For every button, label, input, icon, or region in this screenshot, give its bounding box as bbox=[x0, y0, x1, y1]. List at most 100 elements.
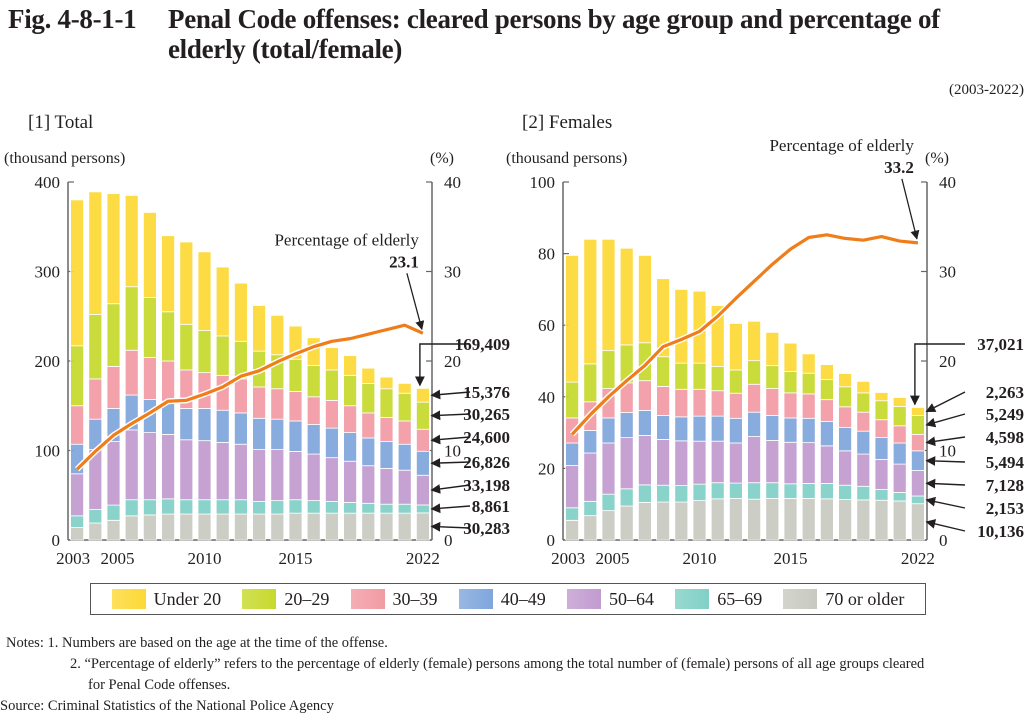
bar-segment bbox=[288, 358, 303, 392]
bar-segment bbox=[874, 400, 889, 421]
bar-segment bbox=[747, 482, 761, 500]
segment-value-label: 30,265 bbox=[463, 405, 510, 424]
bar-segment bbox=[306, 512, 321, 541]
bar-segment bbox=[215, 513, 230, 541]
segment-value-label: 15,376 bbox=[463, 383, 510, 402]
bar-segment bbox=[379, 467, 394, 505]
bar-segment bbox=[892, 425, 907, 444]
bar-segment bbox=[233, 443, 248, 501]
bar-segment bbox=[911, 407, 925, 416]
panel-label-females: [2] Females bbox=[522, 112, 613, 133]
bar-segment bbox=[820, 379, 834, 401]
bar-segment bbox=[710, 482, 725, 500]
bar-segment bbox=[361, 367, 376, 384]
bar-segment bbox=[656, 278, 670, 358]
segment-value-label: 26,826 bbox=[463, 453, 510, 472]
bar-segment bbox=[747, 498, 761, 541]
elderly-value-arrow bbox=[901, 178, 920, 240]
bar-segment bbox=[801, 498, 816, 541]
segment-arrow bbox=[925, 478, 966, 489]
bar-segment bbox=[252, 386, 267, 419]
legend-label: 50–64 bbox=[608, 588, 654, 609]
bar-segment bbox=[638, 435, 652, 486]
elderly-line-label: Percentage of elderly bbox=[769, 136, 914, 155]
bar-segment bbox=[856, 392, 871, 413]
bar-segment bbox=[70, 473, 84, 517]
legend-swatch bbox=[111, 589, 146, 609]
segment-arrow bbox=[430, 484, 471, 494]
segment-arrow bbox=[430, 521, 471, 532]
bar-segment bbox=[252, 449, 267, 502]
segment-arrow bbox=[925, 413, 966, 428]
bar-segment bbox=[88, 522, 103, 541]
legend-label: 65–69 bbox=[717, 588, 763, 609]
bar-segment bbox=[601, 350, 616, 389]
bar-segment bbox=[656, 386, 670, 416]
elderly-value-arrow bbox=[406, 273, 425, 331]
bar-segment bbox=[324, 512, 339, 541]
legend-label: 30–39 bbox=[392, 588, 438, 609]
bar-segment bbox=[252, 513, 267, 541]
bar-segment bbox=[379, 388, 394, 418]
segment-value-label: 5,494 bbox=[986, 453, 1025, 472]
note-2-continued: for Penal Code offenses. bbox=[88, 677, 231, 693]
bar-segment bbox=[801, 417, 816, 444]
bar-segment bbox=[179, 513, 194, 541]
bar-segment bbox=[197, 251, 212, 331]
bar-segment bbox=[692, 440, 707, 485]
bar-segment bbox=[856, 430, 871, 455]
bar-segment bbox=[710, 498, 725, 541]
bar-segment bbox=[601, 417, 616, 444]
bar-segment bbox=[838, 484, 852, 500]
bar-segment bbox=[379, 416, 394, 442]
y-tick-label: 100 bbox=[35, 442, 61, 461]
bar-segment bbox=[142, 357, 157, 400]
chart-canvas: (thousand persons) (%)0100200300400010203… bbox=[4, 136, 1025, 568]
x-tick-label: 2010 bbox=[683, 549, 717, 568]
bar-segment bbox=[70, 345, 84, 407]
bar-segment bbox=[892, 406, 907, 427]
bar-segment bbox=[565, 381, 579, 419]
y2-tick-label: 0 bbox=[444, 531, 453, 550]
bar-segment bbox=[161, 433, 176, 500]
bar-segment bbox=[856, 499, 871, 541]
bar-segment bbox=[252, 305, 267, 352]
y2-tick-label: 20 bbox=[939, 352, 956, 371]
bar-segment bbox=[619, 505, 634, 541]
bar-segment bbox=[838, 386, 852, 408]
bar-segment bbox=[124, 515, 139, 541]
segment-value-label: 2,263 bbox=[986, 383, 1024, 402]
bar-segment bbox=[215, 442, 230, 501]
note-1: Notes: 1. Numbers are based on the age a… bbox=[6, 635, 388, 651]
x-tick-label: 2010 bbox=[188, 549, 222, 568]
bar-segment bbox=[765, 388, 780, 416]
bar-segment bbox=[233, 282, 248, 342]
bar-segment bbox=[747, 383, 761, 413]
x-tick-label: 2003 bbox=[551, 549, 585, 568]
bar-segment bbox=[583, 430, 598, 454]
bar-segment bbox=[892, 491, 907, 502]
bar-segment bbox=[106, 303, 121, 367]
bar-segment bbox=[215, 409, 230, 443]
bar-segment bbox=[838, 427, 852, 452]
bar-segment bbox=[583, 238, 598, 365]
bar-segment bbox=[911, 503, 925, 541]
bar-segment bbox=[783, 498, 798, 541]
period-label: (2003-2022) bbox=[949, 82, 1024, 98]
bar-segment bbox=[747, 411, 761, 437]
bar-segment bbox=[124, 429, 139, 501]
bar-segment bbox=[379, 376, 394, 390]
bar-segment bbox=[838, 499, 852, 541]
bar-segment bbox=[856, 411, 871, 432]
bar-segment bbox=[306, 500, 321, 514]
bar-segment bbox=[801, 393, 816, 419]
bar-segment bbox=[911, 495, 925, 505]
bar-segment bbox=[324, 347, 339, 371]
bar-segment bbox=[142, 432, 157, 501]
bar-segment bbox=[801, 442, 816, 484]
segment-value-label: 7,128 bbox=[986, 476, 1024, 495]
segment-arrow bbox=[430, 410, 471, 421]
y-tick-label: 80 bbox=[538, 245, 555, 264]
bar-segment bbox=[765, 498, 780, 541]
bar-segment bbox=[729, 417, 743, 444]
